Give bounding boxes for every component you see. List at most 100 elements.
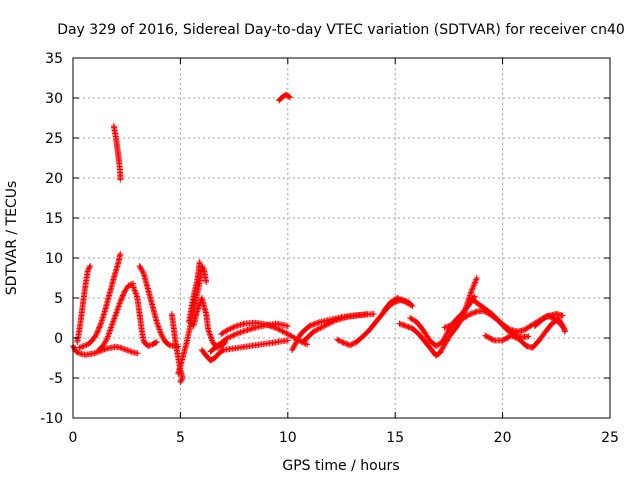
data-point	[254, 344, 257, 347]
data-point	[136, 297, 139, 299]
data-point	[147, 289, 150, 291]
series-arc-5	[95, 280, 137, 353]
data-point	[276, 322, 279, 325]
series-arc-4	[110, 123, 124, 183]
data-point	[553, 317, 556, 320]
data-point	[456, 325, 459, 327]
data-point	[200, 297, 203, 299]
x-tick-label: 15	[386, 430, 404, 446]
series-arc-25	[531, 312, 568, 333]
data-point	[276, 341, 279, 343]
data-point	[477, 303, 480, 306]
data-point	[531, 346, 534, 349]
data-point	[127, 284, 130, 287]
data-point	[396, 297, 399, 299]
data-point	[235, 325, 238, 327]
series-arc-19	[381, 295, 414, 313]
data-point	[280, 97, 283, 99]
y-tick-label: 25	[45, 131, 63, 147]
data-point	[286, 339, 289, 342]
data-point	[299, 333, 302, 335]
data-point	[523, 329, 526, 331]
data-point	[520, 336, 523, 339]
data-point	[108, 293, 111, 295]
data-point	[389, 301, 392, 303]
data-point	[117, 153, 120, 155]
data-point	[132, 285, 135, 287]
data-point	[209, 359, 212, 362]
data-point	[540, 319, 543, 322]
data-point	[559, 322, 562, 325]
data-point	[123, 290, 126, 293]
data-point	[114, 345, 117, 348]
data-point	[484, 334, 487, 337]
data-point	[422, 329, 425, 331]
series-arc-24	[482, 315, 568, 351]
data-point	[469, 313, 472, 315]
data-point	[254, 326, 257, 329]
data-point	[409, 303, 412, 306]
data-point	[205, 313, 208, 315]
data-point	[404, 325, 407, 327]
data-point	[104, 309, 107, 311]
data-point	[155, 321, 158, 323]
data-point	[288, 96, 291, 99]
data-point	[119, 178, 122, 181]
data-point	[282, 95, 285, 98]
data-point	[78, 346, 81, 349]
data-point	[301, 341, 304, 343]
data-point	[510, 334, 513, 337]
data-point	[355, 341, 358, 343]
data-point	[177, 373, 180, 375]
data-point	[138, 313, 141, 315]
data-point	[516, 330, 519, 333]
data-point	[226, 337, 229, 339]
data-point	[527, 335, 530, 338]
data-point	[467, 305, 470, 307]
data-point	[450, 333, 453, 335]
data-point	[211, 341, 214, 343]
data-point	[460, 313, 463, 315]
data-point	[518, 338, 521, 341]
series-arc-6	[130, 283, 160, 349]
data-point	[561, 314, 564, 317]
series-arc-10	[186, 259, 203, 325]
data-point	[84, 281, 87, 283]
data-point	[200, 349, 203, 351]
data-point	[254, 321, 257, 324]
data-point	[119, 301, 122, 303]
data-point	[334, 319, 337, 322]
data-point	[439, 351, 442, 354]
data-point	[366, 313, 369, 315]
data-point	[97, 349, 100, 351]
data-point	[490, 313, 493, 315]
data-point	[112, 125, 115, 127]
data-point	[349, 344, 352, 347]
data-point	[462, 317, 465, 319]
data-point	[417, 333, 420, 335]
data-point	[218, 343, 221, 346]
data-point	[355, 314, 358, 317]
data-point	[435, 345, 438, 347]
series-arc-12	[198, 337, 291, 364]
data-point	[344, 316, 347, 319]
data-point	[155, 341, 158, 343]
data-point	[118, 161, 121, 163]
data-point	[551, 322, 554, 325]
data-point	[503, 325, 506, 327]
data-point	[82, 297, 85, 299]
series-arc-2	[74, 263, 94, 345]
data-point	[286, 325, 289, 327]
data-point	[95, 333, 98, 335]
data-point	[443, 343, 446, 346]
data-point	[132, 351, 135, 354]
data-point	[308, 325, 311, 327]
data-point	[218, 352, 221, 355]
data-point	[147, 345, 150, 347]
data-point	[361, 335, 364, 338]
data-point	[91, 339, 94, 342]
data-point	[456, 321, 459, 323]
data-point	[181, 357, 184, 359]
data-point	[398, 322, 401, 325]
